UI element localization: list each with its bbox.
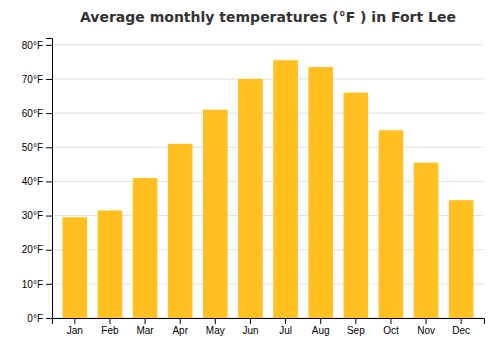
bar [168, 144, 193, 318]
y-axis-line [46, 39, 53, 319]
x-tick-mark [250, 318, 251, 324]
x-tick-label: Dec [452, 325, 470, 336]
x-tick-label: Feb [101, 325, 119, 336]
x-axis: Jan Feb Mar Apr May Jun Jul Aug Sep Oct Nov Dec [53, 318, 485, 336]
x-tick: Apr [172, 318, 188, 336]
y-tick-label: 20°F [22, 244, 43, 255]
x-tick-mark [215, 318, 216, 324]
grid-line [52, 44, 484, 45]
chart: 0°F 10°F 20°F 30°F 40°F 50°F 60°F 70°F 80°F Jan Fe… [0, 0, 500, 350]
x-axis-line [53, 319, 485, 325]
x-tick: Oct [383, 318, 399, 336]
x-tick: Jan [67, 318, 83, 336]
y-tick-label: 10°F [22, 279, 43, 290]
x-tick: Dec [452, 318, 470, 336]
y-tick-mark [46, 45, 52, 46]
x-tick-mark [145, 318, 146, 324]
y-tick-mark [46, 79, 52, 80]
y-tick-label: 0°F [27, 313, 43, 324]
bar [273, 60, 298, 318]
y-tick: 40°F [22, 176, 52, 187]
x-tick: Feb [101, 318, 119, 336]
title: Average monthly temperatures (°F ) in Fo… [80, 9, 456, 25]
x-tick-label: Mar [136, 325, 154, 336]
x-tick-mark [320, 318, 321, 324]
bar [63, 217, 88, 318]
grid [52, 45, 484, 318]
y-tick-mark [46, 318, 52, 319]
x-tick: Sep [347, 318, 365, 336]
y-tick-label: 50°F [22, 142, 43, 153]
bar [344, 93, 369, 318]
x-tick-mark [74, 318, 75, 324]
bar [133, 178, 158, 318]
y-tick: 20°F [22, 244, 52, 255]
y-tick-mark [46, 147, 52, 148]
x-tick-label: Jun [242, 325, 258, 336]
x-tick: May [206, 318, 225, 336]
y-tick-mark [46, 284, 52, 285]
bar [98, 210, 123, 318]
x-tick-mark [180, 318, 181, 324]
y-tick-mark [46, 181, 52, 182]
x-tick-label: Nov [417, 325, 435, 336]
x-tick-label: Sep [347, 325, 365, 336]
x-tick: Mar [136, 318, 154, 336]
bar [379, 130, 404, 318]
x-tick: Jul [279, 318, 292, 336]
bar [449, 200, 474, 318]
y-tick: 30°F [22, 210, 52, 221]
y-tick: 70°F [22, 74, 52, 85]
y-tick-label: 70°F [22, 74, 43, 85]
grid-line [52, 78, 484, 79]
y-tick-label: 40°F [22, 176, 43, 187]
y-tick-mark [46, 113, 52, 114]
x-tick-mark [285, 318, 286, 324]
bars [63, 60, 474, 318]
bar [203, 110, 228, 318]
x-tick: Aug [312, 318, 330, 336]
plot: 0°F 10°F 20°F 30°F 40°F 50°F 60°F 70°F 80°F Jan Fe… [22, 39, 485, 337]
x-tick: Jun [242, 318, 258, 336]
y-tick: 60°F [22, 108, 52, 119]
y-tick-label: 60°F [22, 108, 43, 119]
y-tick-label: 80°F [22, 40, 43, 51]
x-tick-label: Aug [312, 325, 330, 336]
y-tick-mark [46, 216, 52, 217]
y-axis: 0°F 10°F 20°F 30°F 40°F 50°F 60°F 70°F 80°F [22, 39, 53, 324]
bar [308, 67, 333, 318]
x-tick-label: Jul [279, 325, 292, 336]
x-tick-label: Apr [172, 325, 188, 336]
bar [238, 79, 263, 318]
x-tick: Nov [417, 318, 435, 336]
y-tick: 80°F [22, 40, 52, 51]
y-tick: 10°F [22, 279, 52, 290]
x-tick-mark [355, 318, 356, 324]
x-tick-mark [109, 318, 110, 324]
y-tick: 50°F [22, 142, 52, 153]
grid-line [52, 147, 484, 148]
x-tick-mark [390, 318, 391, 324]
x-tick-mark [426, 318, 427, 324]
x-tick-label: Oct [383, 325, 399, 336]
y-tick-mark [46, 250, 52, 251]
grid-line [52, 113, 484, 114]
y-tick-label: 30°F [22, 210, 43, 221]
x-tick-label: May [206, 325, 225, 336]
bar [414, 163, 439, 318]
y-tick: 0°F [27, 313, 52, 324]
x-tick-label: Jan [67, 325, 83, 336]
x-tick-mark [461, 318, 462, 324]
